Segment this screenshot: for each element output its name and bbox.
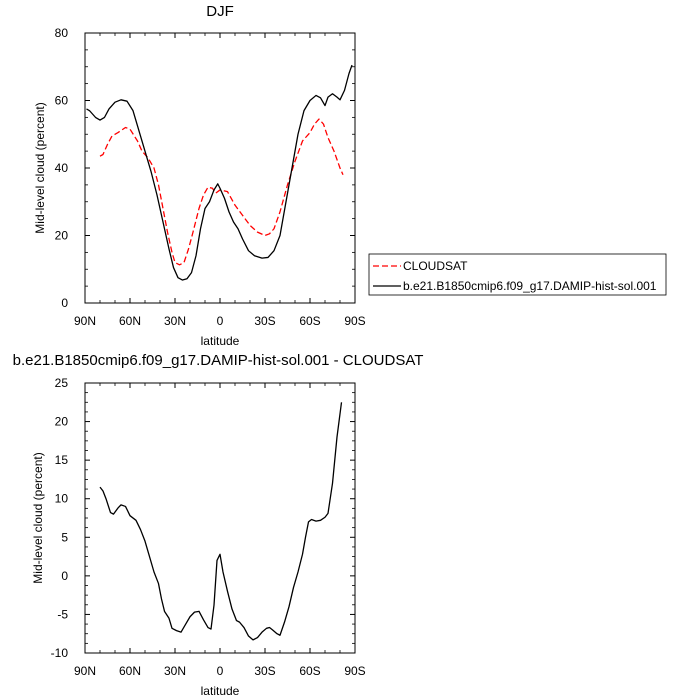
chart-bottom-y-tick-label: -10 <box>51 646 69 660</box>
legend-label-model: b.e21.B1850cmip6.f09_g17.DAMIP-hist-sol.… <box>403 279 657 293</box>
chart-bottom-x-tick-label: 60N <box>119 664 141 678</box>
chart-bottom-y-tick-label: 5 <box>61 530 68 544</box>
chart-top-x-tick-label: 0 <box>217 314 224 328</box>
chart-top-plot-frame <box>84 32 356 304</box>
legend: CLOUDSAT b.e21.B1850cmip6.f09_g17.DAMIP-… <box>368 253 667 296</box>
chart-bottom-x-tick-label: 0 <box>217 664 224 678</box>
chart-top-series-line-0 <box>99 118 344 266</box>
chart-bottom-title: b.e21.B1850cmip6.f09_g17.DAMIP-hist-sol.… <box>13 352 424 369</box>
chart-bottom-x-tick-label: 30S <box>254 664 275 678</box>
chart-bottom: b.e21.B1850cmip6.f09_g17.DAMIP-hist-sol.… <box>13 352 424 698</box>
chart-top-y-axis-label: Mid-level cloud (percent) <box>33 102 47 233</box>
chart-bottom-y-tick-label: 10 <box>55 492 69 506</box>
chart-top-y-tick-label: 40 <box>55 161 69 175</box>
chart-bottom-x-tick-label: 90N <box>74 664 96 678</box>
chart-bottom-x-tick-label: 30N <box>164 664 186 678</box>
chart-bottom-y-tick-label: 20 <box>55 415 69 429</box>
chart-bottom-plot-frame <box>84 382 356 654</box>
chart-top-series-layer <box>86 64 353 281</box>
chart-top: DJF 90N 60N 30N 0 30S 60S 90S 0 20 40 60 80 latitud… <box>33 3 366 348</box>
chart-bottom-x-axis-label: latitude <box>201 684 240 698</box>
legend-label-cloudsat: CLOUDSAT <box>403 259 468 273</box>
chart-top-x-tick-label: 30S <box>254 314 275 328</box>
chart-top-x-tick-label: 60S <box>299 314 320 328</box>
chart-bottom-ticks: 90N 60N 30N 0 30S 60S 90S -10 -5 0 5 10 15 20 25 <box>51 376 366 678</box>
chart-top-x-axis-label: latitude <box>201 334 240 348</box>
chart-top-y-tick-label: 0 <box>61 296 68 310</box>
chart-top-series-line-1 <box>86 64 353 281</box>
chart-bottom-y-tick-label: -5 <box>57 607 68 621</box>
chart-bottom-y-tick-label: 25 <box>55 376 69 390</box>
chart-top-x-tick-label: 90N <box>74 314 96 328</box>
chart-bottom-x-tick-label: 60S <box>299 664 320 678</box>
chart-bottom-y-tick-label: 15 <box>55 453 69 467</box>
chart-top-y-tick-label: 60 <box>55 94 69 108</box>
chart-top-x-tick-label: 60N <box>119 314 141 328</box>
chart-top-y-tick-label: 80 <box>55 26 69 40</box>
chart-top-y-tick-label: 20 <box>55 229 69 243</box>
chart-top-ticks: 90N 60N 30N 0 30S 60S 90S 0 20 40 60 80 <box>55 26 366 328</box>
chart-top-x-tick-label: 90S <box>344 314 365 328</box>
chart-bottom-series-layer <box>99 402 343 641</box>
chart-top-title: DJF <box>206 3 234 20</box>
legend-box <box>368 253 667 296</box>
chart-bottom-series-line-0 <box>99 402 343 641</box>
chart-bottom-x-tick-label: 90S <box>344 664 365 678</box>
chart-bottom-y-tick-label: 0 <box>61 569 68 583</box>
chart-bottom-y-axis-label: Mid-level cloud (percent) <box>31 452 45 583</box>
chart-top-x-tick-label: 30N <box>164 314 186 328</box>
